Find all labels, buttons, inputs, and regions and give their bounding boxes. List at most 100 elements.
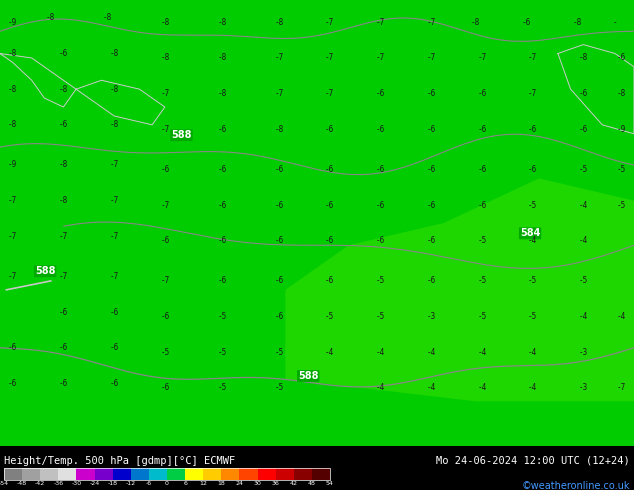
Text: -4: -4 xyxy=(325,348,334,357)
Text: -: - xyxy=(612,18,618,27)
Text: -6: -6 xyxy=(217,200,226,210)
Text: -6: -6 xyxy=(522,18,531,27)
Text: 48: 48 xyxy=(308,481,316,486)
Text: -6: -6 xyxy=(275,276,283,285)
Text: -8: -8 xyxy=(110,121,119,129)
Text: -6: -6 xyxy=(579,89,588,98)
Text: -6: -6 xyxy=(427,236,436,245)
Text: -6: -6 xyxy=(59,49,68,58)
Text: -8: -8 xyxy=(8,121,17,129)
Bar xyxy=(240,468,257,480)
Text: -8: -8 xyxy=(160,53,169,62)
Text: -6: -6 xyxy=(427,276,436,285)
Text: -4: -4 xyxy=(579,312,588,321)
Text: -5: -5 xyxy=(376,312,385,321)
Text: -5: -5 xyxy=(477,276,486,285)
Text: -8: -8 xyxy=(217,18,226,27)
Text: -36: -36 xyxy=(53,481,63,486)
Text: -4: -4 xyxy=(376,384,385,392)
Text: -5: -5 xyxy=(617,200,626,210)
Text: -8: -8 xyxy=(8,85,17,94)
Text: -5: -5 xyxy=(217,384,226,392)
Text: -7: -7 xyxy=(427,18,436,27)
Text: -7: -7 xyxy=(8,272,17,281)
Text: -7: -7 xyxy=(325,53,334,62)
Text: -6: -6 xyxy=(110,379,119,388)
Text: -6: -6 xyxy=(376,89,385,98)
Text: 6: 6 xyxy=(183,481,187,486)
Text: -6: -6 xyxy=(275,312,283,321)
Text: 42: 42 xyxy=(290,481,298,486)
Text: -6: -6 xyxy=(59,343,68,352)
Text: 588: 588 xyxy=(171,130,191,140)
Text: -5: -5 xyxy=(579,276,588,285)
Text: -7: -7 xyxy=(528,53,537,62)
Text: -6: -6 xyxy=(325,276,334,285)
Text: -5: -5 xyxy=(528,200,537,210)
Text: -6: -6 xyxy=(579,125,588,134)
Text: -5: -5 xyxy=(617,165,626,174)
Text: -8: -8 xyxy=(573,18,581,27)
Text: -7: -7 xyxy=(617,384,626,392)
Text: -4: -4 xyxy=(528,236,537,245)
Text: -48: -48 xyxy=(17,481,27,486)
Text: -6: -6 xyxy=(325,200,334,210)
Text: -6: -6 xyxy=(477,200,486,210)
Text: -6: -6 xyxy=(477,89,486,98)
Text: -7: -7 xyxy=(160,276,169,285)
Text: -7: -7 xyxy=(8,232,17,241)
Text: -7: -7 xyxy=(110,272,119,281)
Text: -8: -8 xyxy=(110,49,119,58)
Text: -8: -8 xyxy=(275,18,283,27)
Text: -4: -4 xyxy=(427,384,436,392)
Text: -8: -8 xyxy=(46,13,55,23)
Text: -6: -6 xyxy=(160,165,169,174)
Text: -4: -4 xyxy=(477,384,486,392)
Text: -8: -8 xyxy=(110,85,119,94)
Text: 0: 0 xyxy=(165,481,169,486)
Text: -12: -12 xyxy=(126,481,136,486)
Text: -7: -7 xyxy=(275,53,283,62)
Text: -6: -6 xyxy=(528,125,537,134)
Text: -7: -7 xyxy=(110,232,119,241)
Text: -6: -6 xyxy=(217,236,226,245)
Text: -7: -7 xyxy=(325,89,334,98)
Text: -6: -6 xyxy=(110,308,119,317)
Text: -5: -5 xyxy=(275,348,283,357)
Text: -4: -4 xyxy=(579,236,588,245)
Text: -6: -6 xyxy=(477,125,486,134)
Text: -7: -7 xyxy=(528,89,537,98)
Text: -6: -6 xyxy=(325,125,334,134)
Text: -5: -5 xyxy=(275,384,283,392)
Bar xyxy=(58,468,77,480)
Text: -7: -7 xyxy=(477,53,486,62)
Text: -8: -8 xyxy=(8,49,17,58)
Text: -6: -6 xyxy=(275,236,283,245)
Text: Mo 24-06-2024 12:00 UTC (12+24): Mo 24-06-2024 12:00 UTC (12+24) xyxy=(436,456,630,466)
Text: -7: -7 xyxy=(376,18,385,27)
Text: -6: -6 xyxy=(59,308,68,317)
Bar xyxy=(113,468,131,480)
Text: -3: -3 xyxy=(427,312,436,321)
Text: -4: -4 xyxy=(376,348,385,357)
Text: -6: -6 xyxy=(427,165,436,174)
Text: -6: -6 xyxy=(160,312,169,321)
Text: -5: -5 xyxy=(217,348,226,357)
Text: -6: -6 xyxy=(8,379,17,388)
Text: -7: -7 xyxy=(427,53,436,62)
Text: -5: -5 xyxy=(528,312,537,321)
Text: -5: -5 xyxy=(528,276,537,285)
Text: -6: -6 xyxy=(59,379,68,388)
Text: -6: -6 xyxy=(477,165,486,174)
Text: -5: -5 xyxy=(376,276,385,285)
Bar xyxy=(276,468,294,480)
Text: 588: 588 xyxy=(35,266,55,276)
Text: -6: -6 xyxy=(427,89,436,98)
Text: -4: -4 xyxy=(427,348,436,357)
Text: -24: -24 xyxy=(89,481,100,486)
Bar xyxy=(22,468,40,480)
Text: -7: -7 xyxy=(59,272,68,281)
Bar xyxy=(257,468,276,480)
Text: -6: -6 xyxy=(110,343,119,352)
Polygon shape xyxy=(0,0,634,446)
